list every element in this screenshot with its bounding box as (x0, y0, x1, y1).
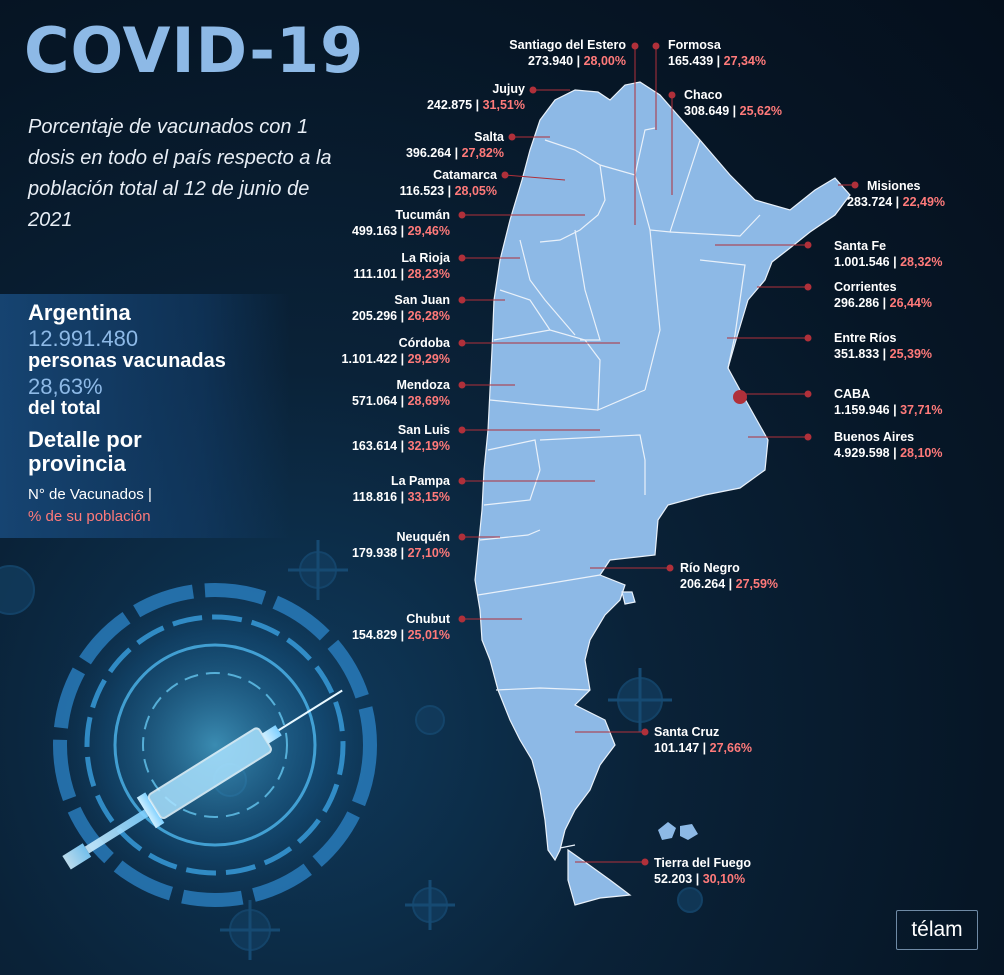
province-label: Neuquén 179.938 | 27,10% (351, 530, 450, 560)
islands (658, 822, 698, 840)
province-label: Buenos Aires 4.929.598 | 28,10% (834, 430, 943, 460)
legend-count: N° de Vacunados | (28, 486, 152, 503)
province-label: Chaco 308.649 | 25,62% (684, 88, 783, 118)
summary-people-label: personas vacunadas (28, 350, 226, 372)
province-label: Salta 396.264 | 27,82% (405, 130, 504, 160)
detail-heading: Detalle por provincia (28, 427, 142, 476)
summary-panel (0, 294, 290, 538)
syringe-emblem (30, 560, 400, 930)
province-label: Santiago del Estero 273.940 | 28,00% (509, 38, 626, 68)
summary-total: 12.991.480 (28, 326, 139, 351)
province-label: Córdoba 1.101.422 | 29,29% (341, 336, 450, 366)
syringe-icon (62, 689, 343, 870)
argentina-map (474, 81, 851, 906)
telam-logo: télam (896, 910, 978, 950)
province-label: Catamarca 116.523 | 28,05% (399, 168, 497, 198)
province-label: San Luis 163.614 | 32,19% (351, 423, 450, 453)
province-label: CABA 1.159.946 | 37,71% (834, 387, 943, 417)
province-label: Formosa 165.439 | 27,34% (668, 38, 767, 68)
province-label: Entre Ríos 351.833 | 25,39% (834, 331, 933, 361)
province-label: Corrientes 296.286 | 26,44% (834, 280, 933, 310)
page-title: COVID-19 (24, 14, 365, 87)
province-label: Chubut 154.829 | 25,01% (351, 612, 450, 642)
province-label: Río Negro 206.264 | 27,59% (680, 561, 779, 591)
province-label: Misiones 283.724 | 22,49% (847, 179, 946, 209)
subtitle: Porcentaje de vacunados con 1 dosis en t… (28, 116, 332, 231)
province-label: Santa Fe 1.001.546 | 28,32% (834, 239, 943, 269)
caba-marker (733, 390, 747, 404)
summary-of-total: del total (28, 398, 101, 419)
virus-spikes (220, 540, 672, 960)
province-label: Tierra del Fuego 52.203 | 30,10% (654, 856, 752, 886)
province-label: Santa Cruz 101.147 | 27,66% (654, 725, 753, 755)
province-label: La Pampa 118.816 | 33,15% (352, 474, 450, 504)
province-label: Mendoza 571.064 | 28,69% (351, 378, 450, 408)
summary-country: Argentina (28, 300, 131, 325)
leader-lines (458, 42, 859, 866)
province-label: La Rioja 111.101 | 28,23% (353, 251, 450, 281)
summary-percent: 28,63% (28, 374, 103, 399)
province-borders (477, 127, 761, 849)
legend-percent: % de su población (28, 508, 151, 525)
province-label: Tucumán 499.163 | 29,46% (351, 208, 450, 238)
province-label: Jujuy 242.875 | 31,51% (426, 82, 525, 112)
province-label: San Juan 205.296 | 26,28% (351, 293, 450, 323)
